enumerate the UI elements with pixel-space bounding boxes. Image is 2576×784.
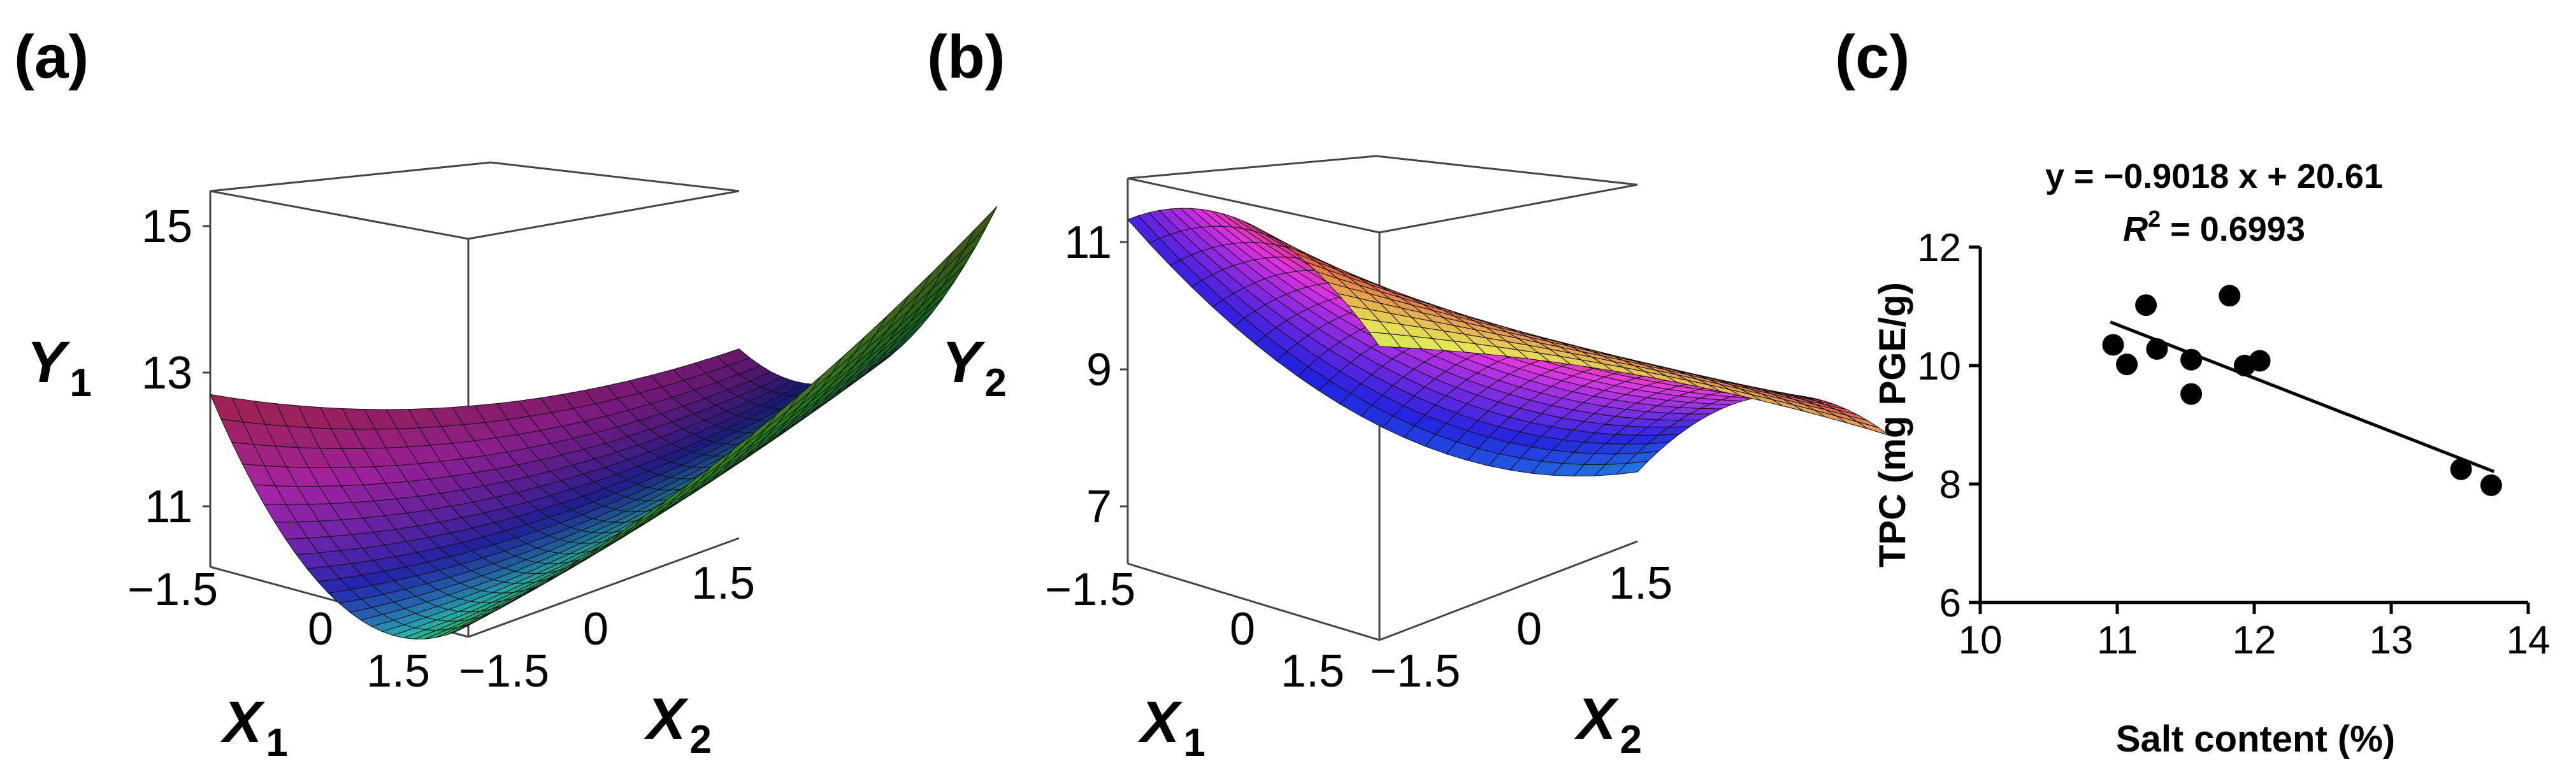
data-point <box>2249 350 2271 372</box>
surface-facet <box>964 206 998 250</box>
y2-tick-7: 7 <box>1086 481 1112 532</box>
x2-axis-ticks-b: −1.5 0 1.5 <box>1370 558 1673 697</box>
regression-equation: y = −0.9018 x + 20.61 <box>2045 157 2383 196</box>
data-point <box>2180 348 2203 371</box>
y1-tick-15: 15 <box>141 201 192 252</box>
data-point <box>2146 338 2168 360</box>
x1-axis-ticks-b: −1.5 0 1.5 <box>1045 564 1344 697</box>
data-point <box>2180 383 2203 405</box>
data-point <box>2116 353 2138 376</box>
x1-tick-neg1.5: −1.5 <box>127 564 218 615</box>
y-tick-label: 12 <box>1917 226 1961 270</box>
x2-axis-ticks: −1.5 0 1.5 <box>459 558 755 697</box>
x1-axis-label: X1 <box>220 690 288 765</box>
x2b-tick-neg1.5: −1.5 <box>1370 646 1460 697</box>
x-tick-label: 13 <box>2370 618 2414 662</box>
x1b-axis-label: X1 <box>1137 690 1205 765</box>
x2-tick-1.5: 1.5 <box>691 558 755 609</box>
x-tick-label: 12 <box>2233 618 2277 662</box>
surface-plot-a: 15 13 11 Y1 −1.5 0 1.5 X1 −1.5 0 1.5 X2 <box>27 161 998 765</box>
axis-ticks <box>1969 245 2530 614</box>
x2-tick-0: 0 <box>583 604 608 655</box>
y1-axis-label: Y1 <box>27 330 92 405</box>
x2-tick-neg1.5: −1.5 <box>459 646 549 697</box>
x-axis-title: Salt content (%) <box>2116 718 2395 760</box>
x1-tick-0: 0 <box>308 604 333 655</box>
response-surface-a <box>210 206 998 639</box>
x-tick-labels: 10 11 12 13 14 <box>1959 618 2551 662</box>
regression-line <box>2110 320 2495 473</box>
y-tick-label: 10 <box>1917 345 1961 388</box>
x1b-tick-neg1.5: −1.5 <box>1045 564 1135 615</box>
y2-tick-11: 11 <box>1064 217 1112 268</box>
y2-axis-ticks: 11 9 7 <box>1064 217 1128 532</box>
data-point <box>2450 458 2472 480</box>
panel-label-b: (b) <box>927 23 1005 91</box>
y-axis-title: TPC (mg PGE/g) <box>1872 282 1913 567</box>
y2-axis-label: Y2 <box>942 330 1007 405</box>
data-point <box>2219 285 2241 307</box>
x2b-tick-0: 0 <box>1516 604 1542 655</box>
data-points <box>2102 285 2502 496</box>
x2b-tick-1.5: 1.5 <box>1609 558 1673 609</box>
y1-tick-13: 13 <box>141 348 192 399</box>
y-tick-labels: 6 8 10 12 <box>1917 226 1961 625</box>
y1-axis-ticks: 15 13 11 <box>141 201 210 532</box>
x1-tick-1.5: 1.5 <box>366 646 430 697</box>
data-point <box>2102 334 2124 356</box>
x-tick-label: 14 <box>2507 618 2551 662</box>
x1b-tick-1.5: 1.5 <box>1281 646 1344 697</box>
panel-label-c: (c) <box>1835 23 1910 91</box>
surface-plot-b: 11 9 7 Y2 −1.5 0 1.5 X1 −1.5 0 1.5 X2 <box>942 155 1890 765</box>
y-tick-label: 6 <box>1939 581 1961 625</box>
y-tick-label: 8 <box>1939 463 1961 507</box>
x2b-axis-label: X2 <box>1574 687 1642 762</box>
r-squared-label: R2 = 0.6993 <box>2123 206 2305 248</box>
data-point <box>2480 474 2502 496</box>
panel-label-a: (a) <box>14 23 89 91</box>
response-surface-b <box>1127 208 1890 477</box>
data-point <box>2135 294 2157 317</box>
x1-axis-ticks: −1.5 0 1.5 <box>127 564 430 697</box>
surface-facet <box>1857 421 1890 436</box>
x-tick-label: 11 <box>2097 618 2138 662</box>
x2-axis-label: X2 <box>644 687 712 762</box>
x1b-tick-0: 0 <box>1230 604 1255 655</box>
y1-tick-11: 11 <box>145 481 192 532</box>
x-tick-label: 10 <box>1959 618 2003 662</box>
y2-tick-9: 9 <box>1086 345 1112 396</box>
